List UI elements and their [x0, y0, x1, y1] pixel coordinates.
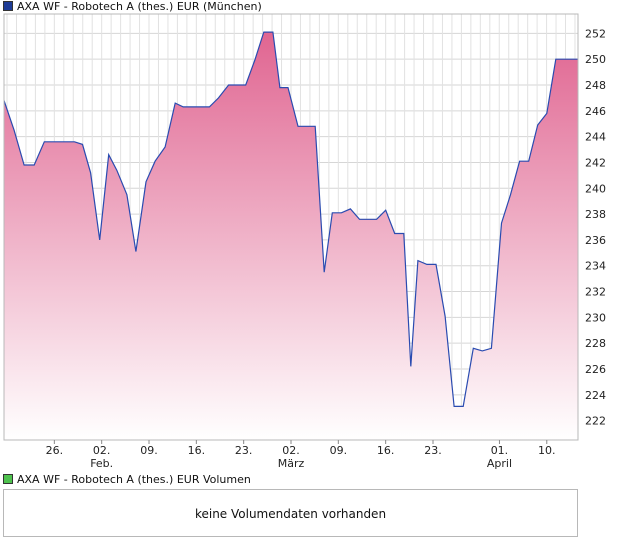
x-tick-label: 26.: [46, 444, 64, 457]
volume-panel: keine Volumendaten vorhanden: [3, 489, 578, 537]
price-area: [4, 31, 578, 440]
x-tick-label: 09.: [140, 444, 158, 457]
y-tick-label: 250: [585, 53, 606, 66]
x-tick-label: 02.: [282, 444, 300, 457]
x-month-label: April: [487, 457, 512, 470]
x-tick-label: 16.: [377, 444, 395, 457]
no-volume-message: keine Volumendaten vorhanden: [194, 507, 387, 521]
volume-legend: AXA WF - Robotech A (thes.) EUR Volumen: [3, 473, 251, 487]
price-legend-label: AXA WF - Robotech A (thes.) EUR (München…: [17, 0, 262, 13]
price-area-fill: [4, 32, 578, 440]
y-axis-ticks: 222 224 226 228 230 232 234 236 238 240 242 244 246 2…: [585, 27, 606, 427]
y-tick-label: 224: [585, 389, 606, 402]
y-tick-label: 240: [585, 182, 606, 195]
x-month-label: März: [278, 457, 305, 470]
y-tick-label: 228: [585, 337, 606, 350]
x-tick-label: 09.: [330, 444, 348, 457]
price-chart: 222 224 226 228 230 232 234 236 238 240 242 244 246 2…: [3, 13, 606, 470]
x-tick-label: 02.: [93, 444, 111, 457]
volume-legend-swatch: [3, 474, 13, 484]
y-tick-label: 230: [585, 311, 606, 324]
y-tick-label: 226: [585, 363, 606, 376]
x-month-label: Feb.: [90, 457, 113, 470]
y-tick-label: 234: [585, 260, 606, 273]
y-tick-label: 248: [585, 79, 606, 92]
y-tick-label: 252: [585, 27, 606, 40]
x-tick-label: 16.: [188, 444, 206, 457]
x-tick-label: 23.: [424, 444, 442, 457]
price-line: [4, 31, 578, 407]
price-legend-swatch: [3, 1, 13, 11]
x-tick-label: 01.: [491, 444, 509, 457]
y-tick-label: 222: [585, 415, 606, 428]
y-tick-label: 246: [585, 105, 606, 118]
y-tick-label: 232: [585, 286, 606, 299]
y-tick-label: 238: [585, 208, 606, 221]
price-legend: AXA WF - Robotech A (thes.) EUR (München…: [3, 0, 262, 14]
volume-legend-label: AXA WF - Robotech A (thes.) EUR Volumen: [17, 473, 251, 486]
x-tick-label: 10.: [538, 444, 556, 457]
y-tick-label: 236: [585, 234, 606, 247]
y-tick-label: 242: [585, 156, 606, 169]
y-tick-label: 244: [585, 131, 606, 144]
x-tick-label: 23.: [235, 444, 253, 457]
